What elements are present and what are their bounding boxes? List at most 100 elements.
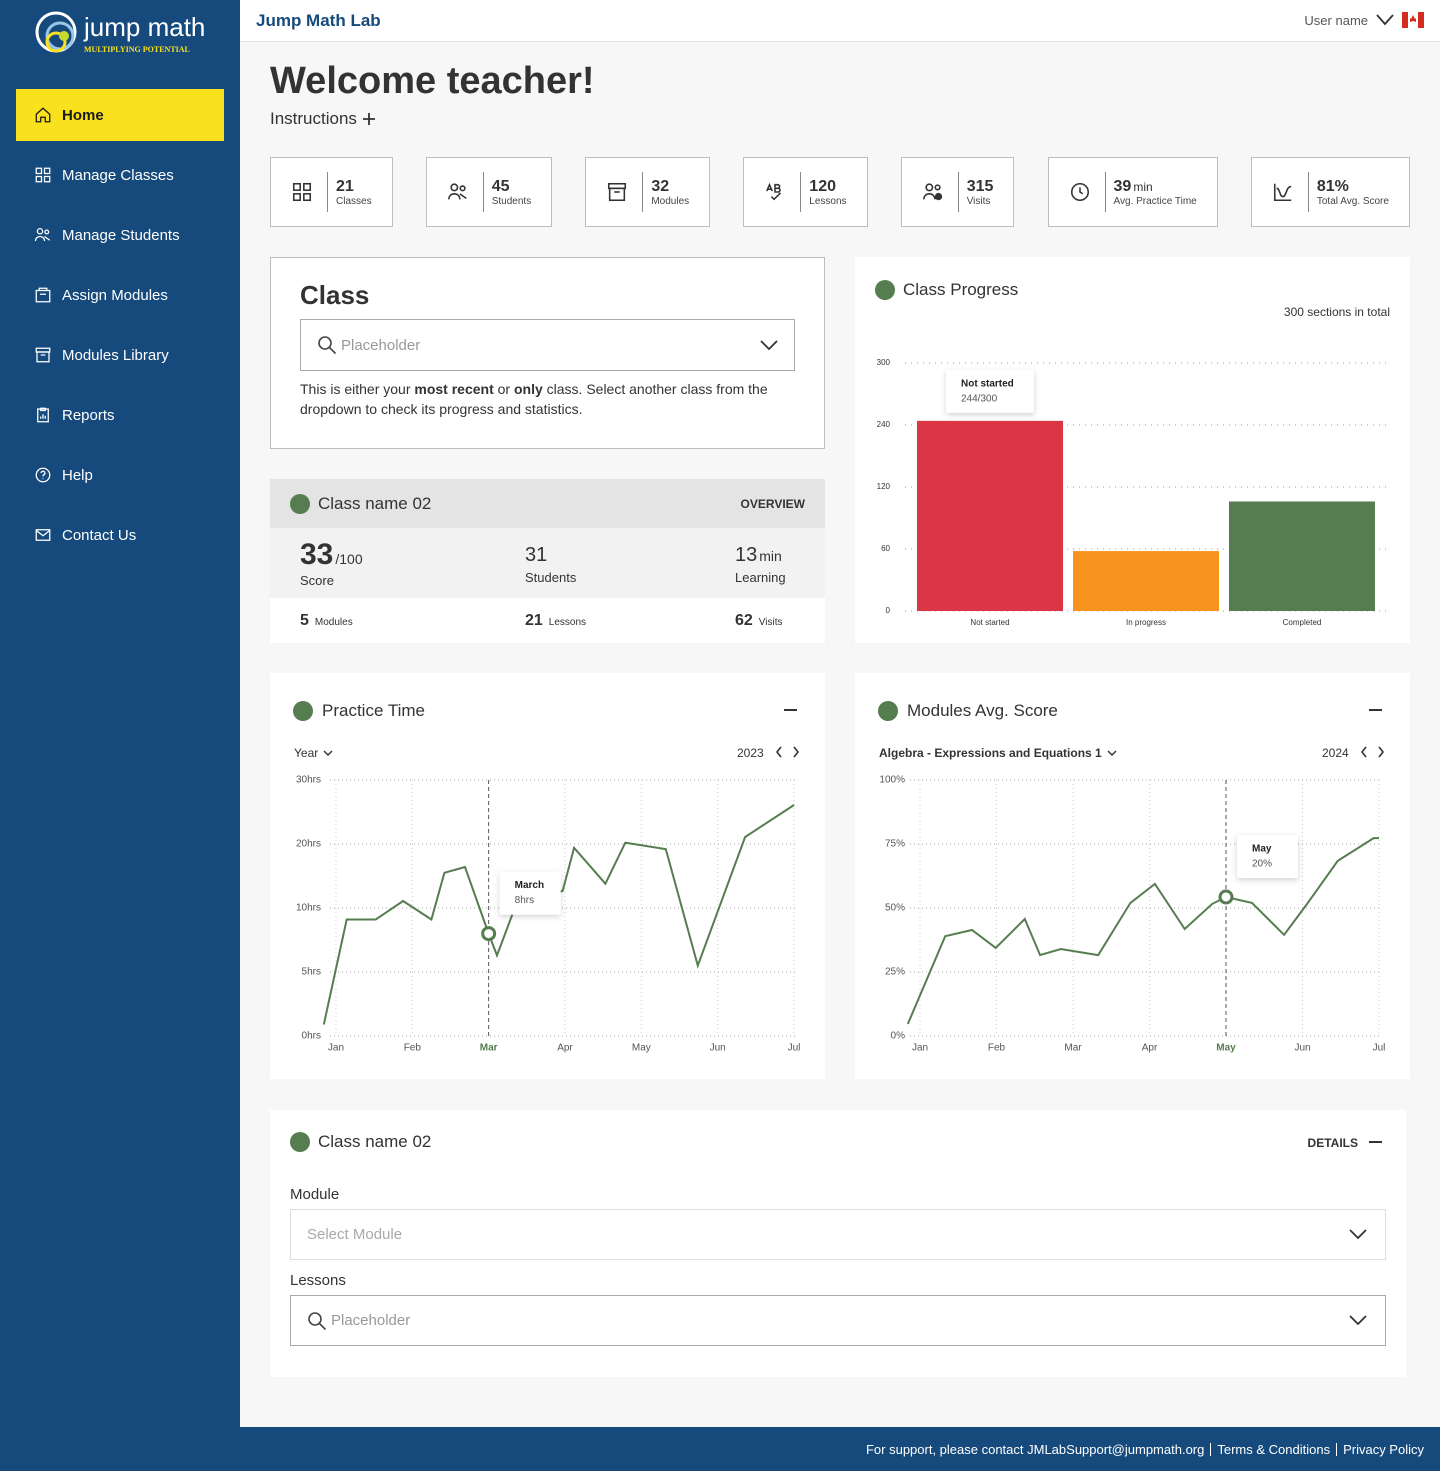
- search-icon: [318, 336, 337, 355]
- period-value: 2024: [1322, 746, 1349, 760]
- divider: [327, 172, 328, 212]
- count-value: 62: [735, 611, 753, 629]
- class-description: This is either your most recent or only …: [300, 379, 800, 419]
- nav-item[interactable]: Manage Students: [16, 209, 224, 261]
- divider: [642, 172, 644, 212]
- collapse[interactable]: [784, 709, 797, 711]
- footer-link[interactable]: Terms & Conditions: [1217, 1441, 1331, 1457]
- stat-value: 45: [491, 177, 510, 195]
- user-name[interactable]: User name: [1304, 13, 1368, 28]
- collapse[interactable]: [1369, 1141, 1382, 1143]
- count: 21 Lessons: [525, 612, 735, 630]
- divider: [482, 172, 484, 212]
- nav-icon: [35, 529, 51, 541]
- divider: [1104, 172, 1106, 212]
- nav-label[interactable]: Reports: [62, 406, 115, 424]
- chevron: [1107, 749, 1117, 756]
- text: This is either your: [300, 381, 415, 397]
- class-dropdown[interactable]: Placeholder: [300, 319, 795, 371]
- nav-item[interactable]: Reports: [16, 389, 224, 441]
- chart-subtitle: 300 sections in total: [1283, 305, 1390, 319]
- stat-text: 81% Total Avg. Score: [1317, 178, 1389, 207]
- metric-label: Learning: [735, 570, 786, 585]
- stat-icon: [922, 183, 942, 201]
- metric-unit: /100: [335, 551, 363, 567]
- app-name[interactable]: Jump Math Lab: [256, 11, 381, 30]
- stats-row: 21 Classes 45 Students 32 Modules 120 Lessons 31…: [270, 157, 1410, 227]
- status-dot: [293, 701, 313, 721]
- filter[interactable]: Algebra - Expressions and Equations 1: [879, 746, 1102, 760]
- module-label: Module: [290, 1186, 340, 1203]
- stat-value: 39: [1113, 177, 1132, 195]
- chart-title: Modules Avg. Score: [907, 701, 1058, 720]
- score-card: Modules Avg. Score Algebra - Expressions…: [855, 673, 1410, 1079]
- stat-value-row: 315: [967, 178, 994, 196]
- nav-label[interactable]: Modules Library: [62, 346, 169, 364]
- count-label: Lessons: [548, 616, 587, 628]
- stat-value: 32: [651, 177, 670, 195]
- instructions-label[interactable]: Instructions: [270, 109, 357, 128]
- plus-icon[interactable]: [362, 113, 375, 125]
- nav-icon: [35, 167, 51, 183]
- stat-label: Classes: [336, 195, 372, 207]
- nav-label[interactable]: Help: [62, 466, 93, 484]
- instructions[interactable]: Instructions: [270, 109, 375, 129]
- footer-link[interactable]: Privacy Policy: [1343, 1441, 1424, 1457]
- stat-value: 21: [336, 177, 354, 195]
- nav-icon: [35, 287, 51, 303]
- user-chevron[interactable]: [1376, 14, 1394, 26]
- count: 62 Visits: [735, 612, 825, 630]
- nav-label[interactable]: Manage Students: [62, 226, 180, 244]
- metric-value: 31: [525, 544, 548, 566]
- metric-label: Students: [525, 570, 577, 585]
- text: class. Select another class from the dro…: [300, 381, 768, 417]
- lessons-dropdown[interactable]: Placeholder: [290, 1295, 1386, 1346]
- status-dot: [878, 701, 898, 721]
- nav-icon: [34, 227, 51, 242]
- nav-item[interactable]: Home: [16, 89, 224, 141]
- flag[interactable]: [1402, 12, 1424, 28]
- nav-label[interactable]: Assign Modules: [62, 286, 168, 304]
- count: 5 Modules: [300, 612, 525, 630]
- metric-unit: min: [759, 548, 782, 564]
- nav-item[interactable]: Manage Classes: [16, 149, 224, 201]
- count-value: 21: [525, 611, 543, 629]
- details-class-name: Class name 02: [318, 1132, 432, 1151]
- module-dropdown[interactable]: Select Module: [290, 1209, 1386, 1260]
- nav-item[interactable]: Assign Modules: [16, 269, 224, 321]
- stat-text: 45 Students: [492, 178, 531, 207]
- stat-icon: [447, 183, 467, 200]
- text-bold: most recent: [414, 381, 494, 397]
- overview-link[interactable]: OVERVIEW: [740, 497, 805, 511]
- metric-value-row: 13 min: [735, 542, 825, 570]
- stat-card: 32 Modules: [585, 157, 711, 227]
- stat-icon: [766, 182, 782, 201]
- count-label: Modules: [314, 616, 353, 628]
- nav-label[interactable]: Contact Us: [62, 526, 137, 544]
- nav-label[interactable]: Manage Classes: [62, 166, 174, 184]
- nav-item[interactable]: Help: [16, 449, 224, 501]
- metric-value: 13: [735, 544, 758, 566]
- module-filter[interactable]: Algebra - Expressions and Equations 1: [879, 746, 1117, 760]
- details-link[interactable]: DETAILS: [1307, 1136, 1358, 1150]
- stat-card: 45 Students: [425, 157, 553, 227]
- lessons-label: Lessons: [290, 1272, 346, 1289]
- chart-title: Class Progress: [903, 280, 1019, 299]
- nav-icon: [37, 407, 49, 423]
- metric: 31 Students: [525, 528, 735, 598]
- period-arrows[interactable]: [1360, 746, 1390, 759]
- nav-label[interactable]: Home: [62, 106, 104, 124]
- metric: 13 min Learning: [735, 528, 825, 598]
- period-arrows[interactable]: [775, 746, 805, 759]
- overview-counts: 5 Modules 21 Lessons 62 Visits: [270, 598, 825, 643]
- stat-icon: [1273, 183, 1292, 202]
- collapse[interactable]: [1369, 709, 1382, 711]
- search-icon: [308, 1311, 327, 1330]
- welcome-title: Welcome teacher!: [270, 60, 595, 102]
- stat-label: Visits: [966, 195, 991, 207]
- period[interactable]: Year: [294, 746, 319, 760]
- period-select[interactable]: Year: [294, 746, 333, 760]
- nav-item[interactable]: Contact Us: [16, 509, 224, 561]
- stat-text: 120 Lessons: [809, 178, 846, 207]
- nav-item[interactable]: Modules Library: [16, 329, 224, 381]
